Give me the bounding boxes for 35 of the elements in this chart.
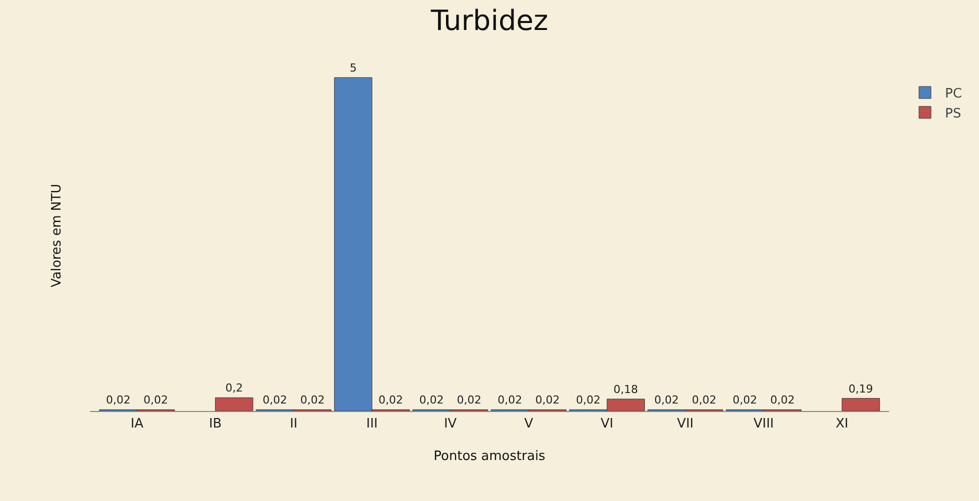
y-axis-title: Valores em NTU [50, 184, 64, 288]
data-label: 0,02 [692, 394, 716, 407]
x-tick-label: II [290, 416, 298, 432]
data-label: 0,02 [535, 394, 560, 407]
data-label: 0,02 [378, 394, 404, 407]
legend-label: PS [944, 106, 962, 122]
data-label: 0,18 [614, 383, 638, 396]
x-tick-label: VIII [753, 416, 774, 432]
legend-label: PC [944, 86, 962, 102]
chart-title: Turbidez [430, 4, 548, 37]
data-label: 5 [350, 62, 357, 75]
x-tick-label: IB [208, 416, 222, 432]
x-tick-label: VII [677, 416, 694, 432]
data-label: 0,02 [576, 394, 600, 407]
x-tick-label: XI [836, 416, 848, 432]
x-tick-label: V [524, 416, 534, 432]
data-label: 0,02 [456, 394, 482, 407]
x-axis-title: Pontos amostrais [434, 449, 546, 464]
data-label: 0,2 [225, 382, 243, 395]
data-label: 0,02 [300, 394, 325, 407]
x-tick-label: IV [444, 416, 457, 432]
data-label: 0,02 [419, 394, 444, 407]
bar [842, 398, 880, 411]
x-tick-label: III [366, 416, 378, 432]
x-tick-label: IA [130, 416, 144, 432]
data-label: 0,02 [498, 394, 522, 407]
data-label: 0,02 [654, 394, 679, 407]
data-label: 0,02 [770, 394, 795, 407]
data-label: 0,02 [144, 394, 168, 407]
data-label: 0,19 [848, 382, 874, 396]
data-label: 0,02 [106, 394, 130, 407]
data-label: 0,02 [732, 394, 758, 407]
bar [215, 397, 254, 411]
x-tick-label: VI [600, 416, 614, 432]
data-label: 0,02 [262, 394, 288, 407]
